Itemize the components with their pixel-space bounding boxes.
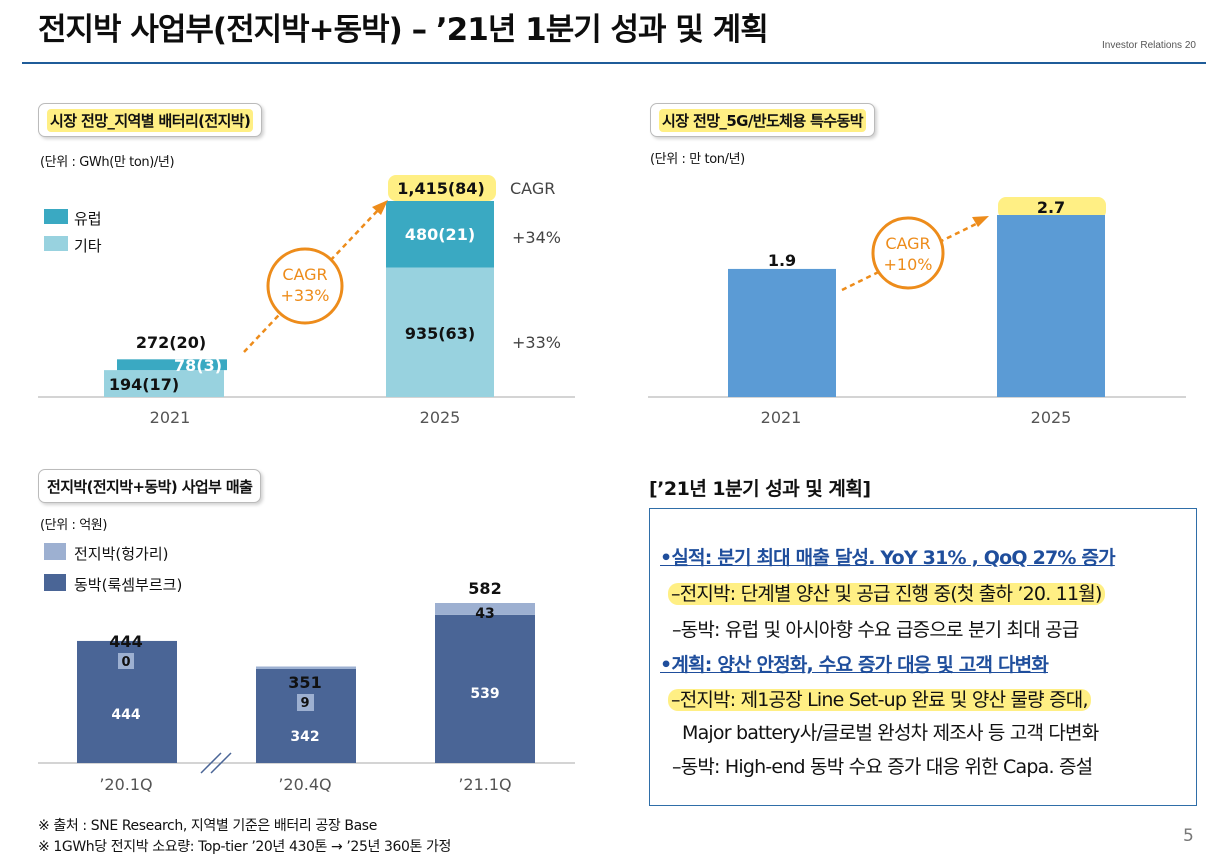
label-20-1q-hungary: 0	[121, 655, 130, 670]
panel1-cagr-bubble	[266, 247, 344, 325]
panel2-bubble-line1: CAGR	[885, 234, 930, 253]
legend-europe-label: 유럽	[74, 210, 102, 228]
panel1-title: 시장 전망_지역별 배터리(전지박)	[47, 108, 254, 132]
label-2025-europe: 480(21)	[405, 225, 475, 244]
panel3-title-box: 전지박(전지박+동박) 사업부 매출	[38, 469, 262, 503]
label-2025-other: 935(63)	[405, 324, 475, 343]
page-title: 전지박 사업부(전지박+동박) – ’21년 1분기 성과 및 계획	[38, 12, 769, 48]
label-20-1q-luxembourg: 444	[111, 707, 140, 723]
panel1-title-box: 시장 전망_지역별 배터리(전지박)	[38, 103, 263, 137]
plan-box: •실적: 분기 최대 매출 달성. YoY 31% , QoQ 27% 증가 –…	[649, 508, 1197, 806]
footnote-assumption: ※ 1GWh당 전지박 소요량: Top-tier ’20년 430톤 → ’2…	[38, 839, 451, 855]
legend-hungary-label: 전지박(헝가리)	[74, 545, 169, 563]
plan-results-copperfoil-battery-text: –전지박: 단계별 양산 및 공급 진행 중(첫 출하 ’20. 11월)	[668, 583, 1105, 605]
plan-results-heading: •실적: 분기 최대 매출 달성. YoY 31% , QoQ 27% 증가	[660, 547, 1116, 569]
label-2021-europe: 78(3)	[174, 356, 222, 375]
plan-plan-copperfoil: –동박: High-end 동박 수요 증가 대응 위한 Capa. 증설	[672, 756, 1093, 778]
panel1-growth-arrow-head	[372, 200, 388, 215]
label-20-4q-total: 351	[288, 673, 321, 692]
xtick-20-1q: ’20.1Q	[99, 775, 152, 794]
panel2-title-box: 시장 전망_5G/반도체용 특수동박	[650, 103, 875, 137]
axis-break-mark-1	[200, 752, 222, 774]
panel3-unit: (단위 : 억원)	[40, 518, 108, 533]
panel2-label-2025-highlight	[998, 197, 1106, 219]
footnote-source: ※ 출처 : SNE Research, 지역별 기준은 배터리 공장 Base	[38, 818, 377, 834]
legend-europe-swatch	[44, 209, 68, 224]
label-2025-total: 1,415(84)	[397, 179, 485, 198]
panel2-unit: (단위 : 만 ton/년)	[650, 152, 745, 167]
bar-21-1q-hungary	[435, 603, 535, 615]
legend-other-label: 기타	[74, 237, 102, 255]
bar-2021-other	[104, 370, 224, 397]
bar-2025-other	[386, 267, 494, 397]
label-20-1q-total: 444	[109, 632, 142, 651]
plan-plan-battery-foil-text: –전지박: 제1공장 Line Set-up 완료 및 양산 물량 증대,	[668, 689, 1091, 711]
panel2-xtick-2025: 2025	[1031, 408, 1072, 427]
bar-20-4q-luxembourg	[256, 668, 356, 763]
label-special-2021: 1.9	[768, 251, 796, 270]
label-20-4q-luxembourg: 342	[290, 729, 319, 745]
legend-hungary-swatch	[44, 543, 66, 560]
panel1-cagr-header: CAGR	[510, 179, 556, 198]
xtick-2025: 2025	[420, 408, 461, 427]
label-2021-other: 194(17)	[109, 375, 179, 394]
bar-2021-europe	[117, 359, 227, 371]
panel1-bubble-line2: +33%	[281, 286, 330, 305]
plan-plan-heading: •계획: 양산 안정화, 수요 증가 대응 및 고객 다변화	[660, 654, 1049, 676]
panel2-xtick-2021: 2021	[761, 408, 802, 427]
legend-luxembourg-swatch	[44, 574, 66, 591]
panel1-total-2025-highlight	[388, 175, 496, 201]
label-special-2025: 2.7	[1037, 198, 1065, 217]
panel2-growth-arrow-head	[972, 216, 989, 227]
bar-special-2025	[997, 215, 1105, 397]
xtick-20-4q: ’20.4Q	[278, 775, 331, 794]
panel1-cagr-other: +33%	[512, 333, 561, 352]
label-20-4q-hungary: 9	[300, 696, 309, 711]
panel2-title: 시장 전망_5G/반도체용 특수동박	[659, 108, 866, 132]
panel1-cagr-europe: +34%	[512, 228, 561, 247]
bar-21-1q-luxembourg	[435, 614, 535, 763]
plan-title: [’21년 1분기 성과 및 계획]	[649, 478, 871, 500]
panel2-cagr-bubble	[871, 216, 945, 290]
label-bg-20-4q-hungary	[297, 694, 314, 711]
bar-special-2021	[728, 268, 836, 397]
label-2021-total: 272(20)	[136, 333, 206, 352]
header-divider	[22, 62, 1206, 64]
bar-20-4q-hungary	[256, 666, 356, 669]
label-bg-20-1q-hungary	[118, 653, 134, 669]
xtick-21-1q: ’21.1Q	[458, 775, 511, 794]
investor-relations-label: Investor Relations 20	[1102, 40, 1196, 51]
page-number: 5	[1183, 826, 1194, 846]
legend-other-swatch	[44, 236, 68, 251]
axis-break-mark-2	[210, 752, 232, 774]
plan-plan-customers: Major battery사/글로벌 완성차 제조사 등 고객 다변화	[682, 722, 1099, 744]
plan-plan-battery-foil: –전지박: 제1공장 Line Set-up 완료 및 양산 물량 증대,	[668, 685, 1091, 712]
panel3-title: 전지박(전지박+동박) 사업부 매출	[47, 477, 253, 496]
plan-results-copperfoil: –동박: 유럽 및 아시아향 수요 급증으로 분기 최대 공급	[672, 619, 1079, 641]
panel1-unit: (단위 : GWh(만 ton)/년)	[40, 155, 175, 170]
plan-results-copperfoil-battery: –전지박: 단계별 양산 및 공급 진행 중(첫 출하 ’20. 11월)	[668, 579, 1105, 606]
bar-2025-europe	[386, 201, 494, 268]
legend-luxembourg-label: 동박(룩셈부르크)	[74, 576, 183, 594]
label-21-1q-total: 582	[468, 579, 501, 598]
label-21-1q-hungary: 43	[475, 606, 494, 622]
panel1-bubble-line1: CAGR	[282, 265, 327, 284]
panel2-bubble-line2: +10%	[884, 255, 933, 274]
xtick-2021: 2021	[150, 408, 191, 427]
label-21-1q-luxembourg: 539	[470, 686, 499, 702]
